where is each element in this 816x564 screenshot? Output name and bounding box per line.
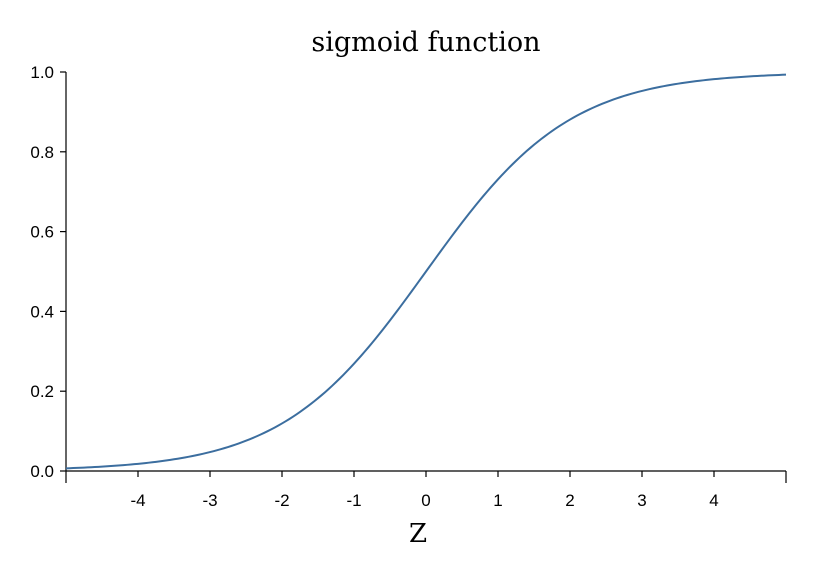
x-tick-label: -3 [202,491,217,510]
x-tick-label: -1 [346,491,361,510]
x-tick-label: 0 [421,491,430,510]
x-tick-label: 2 [565,491,574,510]
x-tick-label: 4 [709,491,718,510]
x-axis-label: Z [409,519,427,549]
chart-title: sigmoid function [311,27,540,58]
x-tick-label: 1 [493,491,502,510]
x-tick-label: 3 [637,491,646,510]
x-tick-label: -4 [130,491,145,510]
x-axis: -4 -3 -2 -1 0 1 2 3 4 [65,470,787,510]
y-axis: 0.0 0.2 0.4 0.6 0.8 1.0 [30,63,67,481]
y-tick-label: 0.0 [30,462,54,481]
y-tick-label: 0.8 [30,143,54,162]
y-tick-label: 1.0 [30,63,54,82]
y-tick-label: 0.6 [30,223,54,242]
y-tick-label: 0.4 [30,302,54,321]
series-line [65,73,787,470]
y-tick-label: 0.2 [30,382,54,401]
plot-area [65,73,787,470]
x-tick-label: -2 [274,491,289,510]
